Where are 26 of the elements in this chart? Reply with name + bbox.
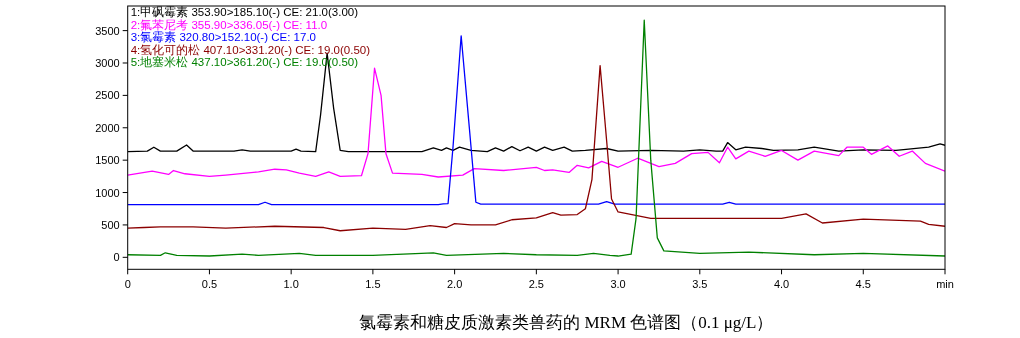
y-tick-label: 2000 (95, 121, 120, 134)
line-series (127, 67, 945, 178)
x-tick-label: 4.5 (855, 278, 871, 291)
y-tick-label: 1500 (95, 154, 120, 167)
text: 4:氢化可的松 407.10>331.20(-) CE: 19.0(0.50) (130, 43, 371, 56)
x-tick-label: 2.5 (528, 278, 544, 291)
x-tick-label: 0.5 (201, 278, 218, 291)
y-tick-label: 2500 (95, 89, 120, 102)
y-tick-label: 3000 (95, 57, 120, 69)
x-tick-label: 2.0 (446, 278, 463, 291)
text: 3:氯霉素 320.80>152.10(-) CE: 17.0 (130, 31, 316, 44)
line-series (127, 19, 945, 257)
x-tick-label: 3.0 (610, 278, 626, 291)
text: 氯霉素和糖皮质激素类兽药的 MRM 色谱图（0.1 μg/L） (359, 313, 774, 332)
text: 1:甲砜霉素 353.90>185.10(-) CE: 21.0(3.00) (130, 6, 359, 18)
y-tick-label: 3500 (95, 24, 120, 37)
x-tick-label: 0 (124, 278, 131, 291)
text: 2:氟苯尼考 355.90>336.05(-) CE: 11.0 (130, 18, 328, 31)
x-tick-label: 1.0 (283, 278, 299, 291)
y-tick-label: 0 (113, 251, 120, 264)
x-tick-label: 1.5 (365, 278, 381, 291)
x-tick-label: min (936, 278, 954, 291)
y-tick-label: 1000 (95, 186, 120, 199)
x-tick-label: 3.5 (692, 278, 708, 291)
y-tick-label: 500 (101, 218, 120, 231)
x-tick-label: 4.0 (773, 278, 790, 291)
